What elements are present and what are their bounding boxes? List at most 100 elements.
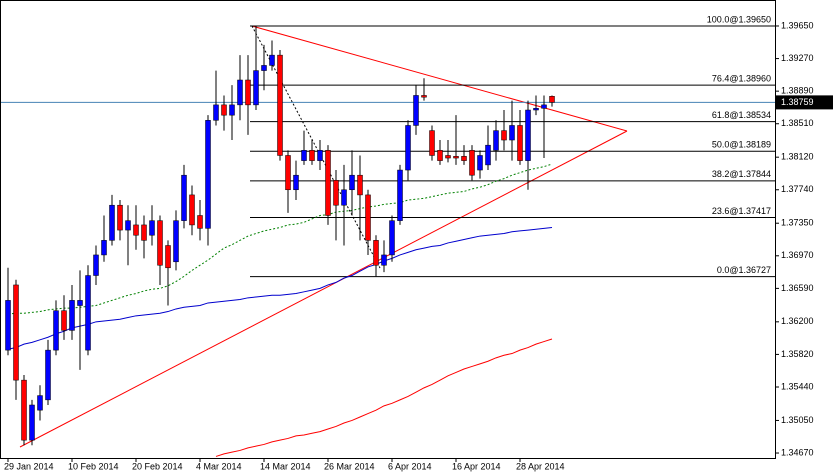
candle-body bbox=[69, 300, 75, 331]
x-tick-label: 16 Apr 2014 bbox=[452, 461, 501, 471]
candle-body bbox=[325, 150, 331, 216]
y-tick-label: 1.38890 bbox=[781, 86, 814, 96]
current-price-tag bbox=[776, 95, 833, 110]
x-tick-label: 4 Mar 2014 bbox=[196, 461, 242, 471]
candle-body bbox=[165, 245, 171, 269]
candle-body bbox=[517, 125, 523, 161]
candle-body bbox=[213, 104, 219, 121]
plot-area: 100.0@1.39650 76.4@1.38960 61.8@1.38534 50.… bbox=[0, 14, 775, 457]
fib-label: 50.0@1.38189 bbox=[712, 140, 771, 150]
moving-average bbox=[215, 338, 553, 457]
x-tick-label: 29 Jan 2014 bbox=[4, 461, 54, 471]
fib-label: 100.0@1.39650 bbox=[707, 14, 771, 24]
candle-body bbox=[13, 284, 19, 381]
candle-body bbox=[29, 404, 35, 441]
candle-body bbox=[285, 155, 291, 191]
candle-body bbox=[469, 150, 475, 176]
y-tick-label: 1.39650 bbox=[781, 20, 814, 30]
y-tick-label: 1.37740 bbox=[781, 184, 814, 194]
fib-label: 23.6@1.37417 bbox=[712, 206, 771, 216]
candle-body bbox=[317, 150, 323, 161]
y-tick-label: 1.39270 bbox=[781, 53, 814, 63]
fib-label: 38.2@1.37844 bbox=[712, 169, 771, 179]
candle-body bbox=[45, 349, 51, 401]
x-tick-label: 10 Feb 2014 bbox=[68, 461, 119, 471]
moving-average bbox=[7, 163, 553, 315]
candle-body bbox=[269, 54, 275, 66]
candle-body bbox=[309, 150, 315, 161]
candle-body bbox=[509, 125, 515, 141]
candle-body bbox=[5, 300, 11, 351]
candle-body bbox=[261, 65, 267, 71]
plot-border bbox=[0, 0, 776, 459]
candle-body bbox=[453, 156, 459, 159]
candle-body bbox=[53, 310, 59, 351]
candle-body bbox=[477, 155, 483, 171]
x-tick-label: 14 Mar 2014 bbox=[260, 461, 311, 471]
y-tick-label: 1.35050 bbox=[781, 415, 814, 425]
candle-body bbox=[357, 174, 363, 196]
y-tick-label: 1.35820 bbox=[781, 349, 814, 359]
candle-body bbox=[277, 54, 283, 156]
candle-body bbox=[117, 204, 123, 231]
candle-body bbox=[373, 240, 379, 266]
candle-body bbox=[397, 169, 403, 221]
y-tick-label: 1.38120 bbox=[781, 152, 814, 162]
x-tick-label: 28 Apr 2014 bbox=[516, 461, 565, 471]
candle-body bbox=[85, 275, 91, 351]
candle-body bbox=[461, 156, 467, 161]
candle-body bbox=[549, 96, 555, 103]
candle-body bbox=[429, 130, 435, 156]
candle-body bbox=[253, 70, 259, 106]
candle-body bbox=[141, 224, 147, 241]
y-tick-label: 1.34670 bbox=[781, 447, 814, 457]
candle-body bbox=[157, 220, 163, 266]
candle-body bbox=[381, 254, 387, 266]
current-price-label: 1.38759 bbox=[781, 97, 814, 107]
y-tick-label: 1.36970 bbox=[781, 250, 814, 260]
candle-body bbox=[37, 395, 43, 411]
candle-body bbox=[77, 300, 83, 306]
fib-label: 76.4@1.38960 bbox=[712, 74, 771, 84]
candle-body bbox=[21, 379, 27, 441]
candle-body bbox=[333, 180, 339, 206]
candle-body bbox=[133, 224, 139, 236]
candle-body bbox=[181, 174, 187, 221]
x-tick-label: 20 Feb 2014 bbox=[132, 461, 183, 471]
candle-body bbox=[109, 204, 115, 241]
candle-body bbox=[485, 144, 491, 166]
y-tick-label: 1.37350 bbox=[781, 218, 814, 228]
candle-body bbox=[389, 220, 395, 256]
candle-body bbox=[237, 79, 243, 106]
fib-base-line bbox=[251, 25, 381, 269]
candle-body bbox=[421, 95, 427, 98]
candle-body bbox=[101, 240, 107, 256]
candle-body bbox=[189, 194, 195, 226]
candle-body bbox=[197, 215, 203, 229]
candle-body bbox=[493, 130, 499, 151]
y-tick-label: 1.36200 bbox=[781, 316, 814, 326]
candle-body bbox=[525, 109, 531, 161]
y-tick-label: 1.36590 bbox=[781, 283, 814, 293]
candle-body bbox=[301, 150, 307, 161]
y-tick-label: 1.38510 bbox=[781, 118, 814, 128]
candle-body bbox=[445, 155, 451, 159]
candle-body bbox=[149, 220, 155, 236]
candle-body bbox=[405, 125, 411, 171]
candle-body bbox=[541, 104, 547, 109]
candle-body bbox=[437, 150, 443, 161]
fib-label: 0.0@1.36727 bbox=[717, 265, 771, 275]
candle-body bbox=[501, 130, 507, 141]
candle-body bbox=[125, 220, 131, 231]
candle-body bbox=[349, 174, 355, 191]
candle-body bbox=[533, 108, 539, 111]
trend-line bbox=[19, 130, 628, 448]
x-tick-label: 6 Apr 2014 bbox=[388, 461, 432, 471]
fib-label: 61.8@1.38534 bbox=[712, 110, 771, 120]
candle-body bbox=[293, 174, 299, 191]
candle-body bbox=[205, 120, 211, 229]
candle-body bbox=[341, 189, 347, 206]
y-tick-label: 1.35440 bbox=[781, 381, 814, 391]
